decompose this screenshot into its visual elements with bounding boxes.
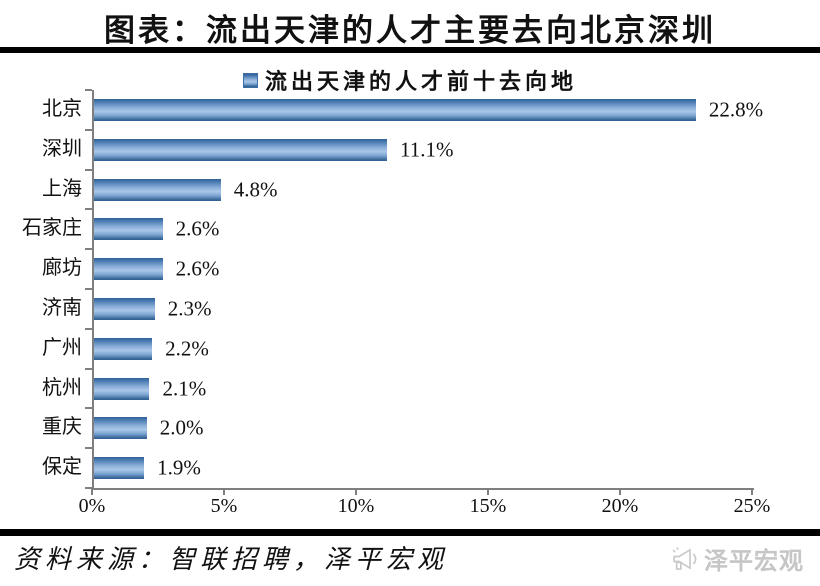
plot-area: 22.8% 11.1% 4.8% 2.6% 2.6% 2.3% 2.2% 2.1% 2.0% 1.… (92, 90, 763, 490)
bar (94, 178, 221, 201)
top-divider (0, 47, 820, 53)
bar (94, 337, 153, 360)
y-axis-tick (85, 447, 92, 449)
category-label: 济南 (42, 297, 82, 319)
value-label: 2.3% (167, 296, 212, 321)
value-label: 2.0% (159, 415, 204, 440)
category-label: 重庆 (42, 416, 82, 439)
category-label: 广州 (42, 336, 82, 359)
y-axis-tick (85, 487, 92, 489)
value-label: 11.1% (400, 137, 454, 162)
y-axis-tick (85, 407, 92, 409)
bar (94, 218, 163, 241)
value-label: 4.8% (233, 177, 278, 201)
y-axis-tick (85, 328, 92, 330)
legend-marker-icon (242, 72, 258, 88)
bar (94, 138, 388, 161)
bar (94, 258, 163, 281)
y-axis-tick (85, 129, 92, 131)
bar (94, 377, 150, 400)
brand-logo-text: 泽平宏观 (704, 549, 804, 575)
category-label: 石家庄 (22, 217, 82, 240)
y-axis-tick (85, 169, 92, 171)
page-title: 图表：流出天津的人才主要去向北京深圳 (104, 13, 716, 48)
bar (94, 457, 145, 480)
x-axis-label: 10% (337, 495, 375, 517)
value-label: 2.6% (175, 256, 220, 281)
bottom-divider (0, 529, 820, 536)
x-axis-label: 5% (210, 495, 238, 517)
x-axis-label: 15% (469, 495, 507, 517)
brand-logo: 泽平宏观 (670, 541, 804, 576)
bar (94, 98, 696, 121)
value-label: 2.6% (175, 216, 220, 241)
bar (94, 297, 155, 320)
megaphone-icon (672, 546, 697, 570)
legend-label: 流出天津的人才前十去向地 (264, 69, 577, 94)
x-axis-label: 25% (733, 495, 771, 517)
x-axis-label: 0% (78, 495, 106, 517)
category-label: 保定 (42, 456, 82, 479)
chart-legend: 流出天津的人才前十去向地 (0, 64, 820, 96)
bar (94, 417, 147, 440)
source-text: 资料来源：智联招聘，泽平宏观 (14, 545, 449, 574)
category-label: 深圳 (42, 137, 82, 160)
value-label: 2.1% (162, 376, 207, 400)
value-label: 1.9% (157, 455, 201, 480)
x-axis-label: 20% (601, 495, 639, 517)
value-label: 2.2% (165, 336, 209, 361)
category-label: 廊坊 (42, 257, 82, 280)
category-label: 杭州 (42, 376, 82, 399)
y-axis-tick (85, 288, 92, 290)
y-axis-tick (85, 208, 92, 210)
y-axis-tick (85, 368, 92, 370)
y-axis-tick (85, 248, 92, 250)
value-label: 22.8% (708, 97, 764, 122)
category-label: 上海 (42, 177, 82, 200)
